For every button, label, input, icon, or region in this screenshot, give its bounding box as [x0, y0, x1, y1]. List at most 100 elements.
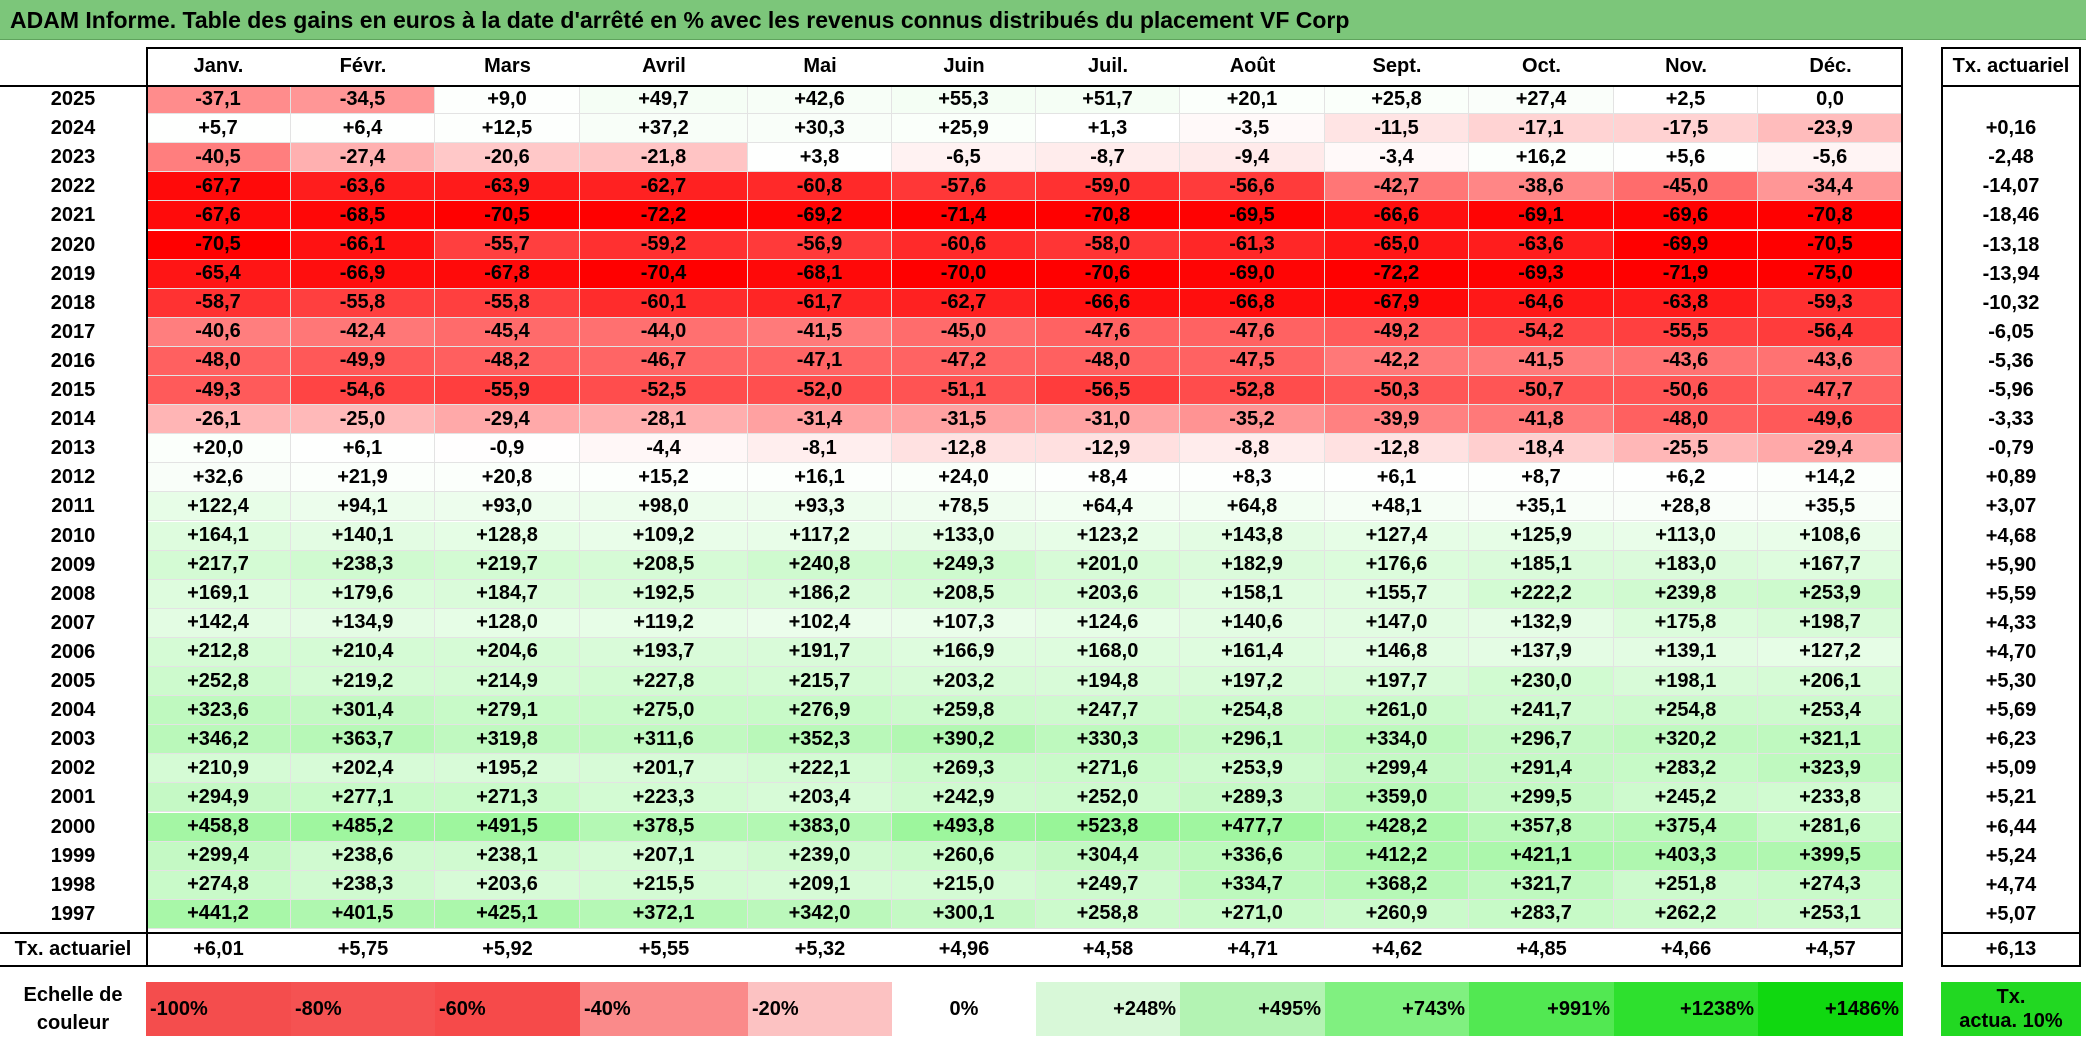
year-label: 2021 [50, 204, 96, 227]
rate-cell: +4,33 [1985, 611, 2037, 634]
value-cell: +204,6 [435, 637, 580, 667]
year-label: 2023 [50, 146, 96, 169]
value-cell: +16,2 [1469, 143, 1614, 173]
value-cell: +239,0 [748, 841, 892, 871]
value-cell: +198,1 [1614, 667, 1758, 697]
value-cell: +8,4 [1036, 463, 1180, 493]
value-cell: +186,2 [748, 579, 892, 609]
rate-cell: +4,68 [1985, 524, 2037, 547]
value-cell: -68,1 [748, 259, 892, 289]
month-header: Oct. [1522, 54, 1561, 77]
value-cell: +155,7 [1325, 579, 1469, 609]
value-cell: -40,5 [146, 143, 291, 173]
year-label: 2006 [50, 640, 96, 663]
value-cell: +336,6 [1180, 841, 1325, 871]
value-cell: +477,7 [1180, 812, 1325, 842]
value-cell: +242,9 [892, 783, 1036, 813]
rate-cell: -10,32 [1982, 291, 2040, 314]
footer-rate-total: +6,13 [1985, 937, 2037, 960]
month-header: Avril [642, 54, 686, 77]
legend-swatch: -20% [748, 982, 892, 1036]
rate-cell: -13,18 [1982, 233, 2040, 256]
rate-cell: -3,33 [1988, 408, 2034, 431]
value-cell: -72,2 [580, 201, 748, 231]
value-cell: -61,3 [1180, 230, 1325, 260]
value-cell: +192,5 [580, 579, 748, 609]
value-cell: -48,0 [1614, 405, 1758, 435]
value-cell: -37,1 [146, 85, 291, 115]
year-label: 2002 [50, 757, 96, 780]
value-cell: +238,6 [291, 841, 435, 871]
value-cell: +98,0 [580, 492, 748, 522]
year-label: 1998 [50, 873, 96, 896]
year-label: 2017 [50, 320, 96, 343]
report-title: ADAM Informe. Table des gains en euros à… [0, 0, 2086, 40]
value-cell: +458,8 [146, 812, 291, 842]
value-cell: +94,1 [291, 492, 435, 522]
month-header: Mai [803, 54, 837, 77]
value-cell: -71,4 [892, 201, 1036, 231]
value-cell: -25,0 [291, 405, 435, 435]
value-cell: +55,3 [892, 85, 1036, 115]
year-label: 2000 [50, 815, 96, 838]
value-cell: +12,5 [435, 114, 580, 144]
value-cell: +113,0 [1614, 521, 1758, 551]
month-header: Juin [943, 54, 985, 77]
value-cell: +275,0 [580, 696, 748, 726]
value-cell: -69,6 [1614, 201, 1758, 231]
value-cell: +193,7 [580, 637, 748, 667]
value-cell: +107,3 [892, 608, 1036, 638]
value-cell: -38,6 [1469, 172, 1614, 202]
value-cell: -49,9 [291, 346, 435, 376]
footer-rate-cell: +6,01 [193, 937, 244, 960]
value-cell: +182,9 [1180, 550, 1325, 580]
value-cell: +252,0 [1036, 783, 1180, 813]
value-cell: +223,3 [580, 783, 748, 813]
value-cell: +140,6 [1180, 608, 1325, 638]
value-cell: +27,4 [1469, 85, 1614, 115]
footer-rate-cell: +5,75 [337, 937, 389, 960]
value-cell: +201,7 [580, 754, 748, 784]
value-cell: -34,4 [1758, 172, 1903, 202]
value-cell: +252,8 [146, 667, 291, 697]
value-cell: -58,7 [146, 288, 291, 318]
value-cell: +323,9 [1758, 754, 1903, 784]
value-cell: +261,0 [1325, 696, 1469, 726]
value-cell: +5,7 [146, 114, 291, 144]
value-cell: +277,1 [291, 783, 435, 813]
value-cell: -67,7 [146, 172, 291, 202]
value-cell: -50,7 [1469, 376, 1614, 406]
value-cell: -55,5 [1614, 317, 1758, 347]
value-cell: +304,4 [1036, 841, 1180, 871]
value-cell: +210,9 [146, 754, 291, 784]
value-cell: -65,4 [146, 259, 291, 289]
value-cell: +269,3 [892, 754, 1036, 784]
value-cell: +117,2 [748, 521, 892, 551]
value-cell: +300,1 [892, 899, 1036, 929]
value-cell: +321,7 [1469, 870, 1614, 900]
value-cell: +169,1 [146, 579, 291, 609]
value-cell: -69,5 [1180, 201, 1325, 231]
value-cell: -69,0 [1180, 259, 1325, 289]
value-cell: +210,4 [291, 637, 435, 667]
value-cell: +28,8 [1614, 492, 1758, 522]
footer-rate-cell: +4,71 [1227, 937, 1278, 960]
legend-label-line: couleur [36, 1012, 110, 1034]
value-cell: -3,5 [1180, 114, 1325, 144]
value-cell: +238,1 [435, 841, 580, 871]
value-cell: +49,7 [580, 85, 748, 115]
value-cell: +383,0 [748, 812, 892, 842]
year-label: 2011 [51, 495, 95, 518]
value-cell: +399,5 [1758, 841, 1903, 871]
value-cell: -29,4 [435, 405, 580, 435]
value-cell: -17,1 [1469, 114, 1614, 144]
value-cell: +230,0 [1469, 667, 1614, 697]
value-cell: -55,9 [435, 376, 580, 406]
value-cell: +143,8 [1180, 521, 1325, 551]
value-cell: -47,6 [1180, 317, 1325, 347]
value-cell: +64,4 [1036, 492, 1180, 522]
year-label: 1997 [50, 902, 96, 925]
value-cell: +147,0 [1325, 608, 1469, 638]
value-cell: -8,8 [1180, 434, 1325, 464]
value-cell: +239,8 [1614, 579, 1758, 609]
